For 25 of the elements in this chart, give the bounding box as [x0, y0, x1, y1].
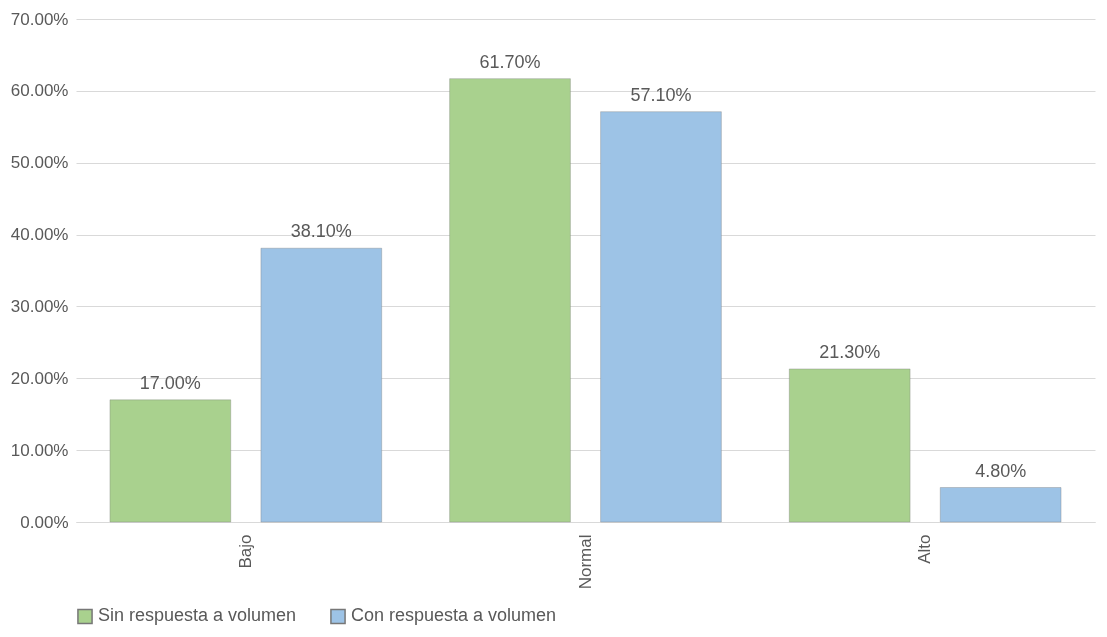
y-tick-label: 50.00%	[10, 153, 69, 173]
x-tick-label: Normal	[575, 534, 595, 590]
bar	[260, 247, 383, 523]
x-tick-label: Alto	[915, 534, 935, 564]
bar	[939, 487, 1062, 523]
legend-label: Con respuesta a volumen	[351, 605, 557, 626]
bar	[788, 368, 911, 523]
bar	[600, 111, 722, 523]
y-tick-label: 10.00%	[10, 440, 69, 460]
y-tick-label: 30.00%	[10, 296, 69, 316]
data-label: 38.10%	[290, 221, 352, 242]
y-tick-label: 70.00%	[10, 9, 69, 29]
data-label: 4.80%	[975, 460, 1027, 481]
data-label: 21.30%	[819, 341, 881, 362]
data-label: 17.00%	[139, 372, 201, 393]
y-tick-label: 20.00%	[10, 368, 69, 388]
bar	[109, 399, 232, 523]
legend-label: Sin respuesta a volumen	[98, 605, 297, 626]
bar	[449, 78, 571, 523]
data-label: 61.70%	[479, 51, 541, 72]
y-tick-label: 40.00%	[10, 225, 69, 245]
y-tick-label: 60.00%	[10, 81, 69, 101]
x-tick-label: Bajo	[235, 534, 255, 569]
data-label: 57.10%	[630, 84, 692, 105]
y-tick-label: 0.00%	[20, 512, 69, 532]
